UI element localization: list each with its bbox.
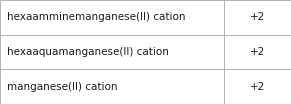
Text: manganese(II) cation: manganese(II) cation [7,82,118,92]
Text: +2: +2 [250,47,265,57]
Text: +2: +2 [250,12,265,22]
Text: hexaamminemanganese(II) cation: hexaamminemanganese(II) cation [7,12,186,22]
Text: hexaaquamanganese(II) cation: hexaaquamanganese(II) cation [7,47,169,57]
Text: +2: +2 [250,82,265,92]
